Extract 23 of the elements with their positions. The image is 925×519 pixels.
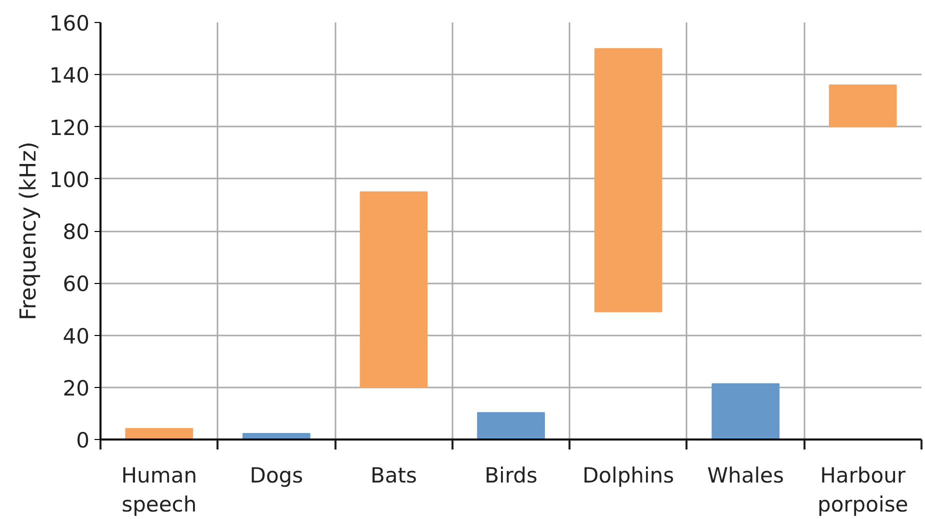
bar xyxy=(594,48,662,312)
bar xyxy=(477,412,545,440)
y-tick-label: 60 xyxy=(62,272,90,296)
x-tick-label: Harbour porpoise xyxy=(818,464,908,516)
y-tick-label: 140 xyxy=(49,64,90,88)
x-tick-label: Birds xyxy=(484,464,538,488)
y-tick-label: 120 xyxy=(49,116,90,140)
y-axis-title: Frequency (kHz) xyxy=(16,142,42,320)
x-tick-label: Dolphins xyxy=(582,464,674,488)
y-tick-label: 0 xyxy=(76,428,90,452)
x-tick-label: Whales xyxy=(707,464,784,488)
x-tick-label: Bats xyxy=(370,464,417,488)
y-tick-label: 20 xyxy=(62,376,90,400)
bar xyxy=(828,84,897,128)
y-tick-label: 160 xyxy=(49,12,90,36)
y-tick-label: 40 xyxy=(62,324,90,348)
x-tick-label: Human speech xyxy=(121,464,198,516)
y-tick-label: 100 xyxy=(49,168,90,192)
bar xyxy=(712,383,780,440)
bar xyxy=(125,428,194,440)
x-tick-label: Dogs xyxy=(250,464,304,488)
y-tick-label: 80 xyxy=(62,220,90,244)
bar xyxy=(360,191,428,388)
